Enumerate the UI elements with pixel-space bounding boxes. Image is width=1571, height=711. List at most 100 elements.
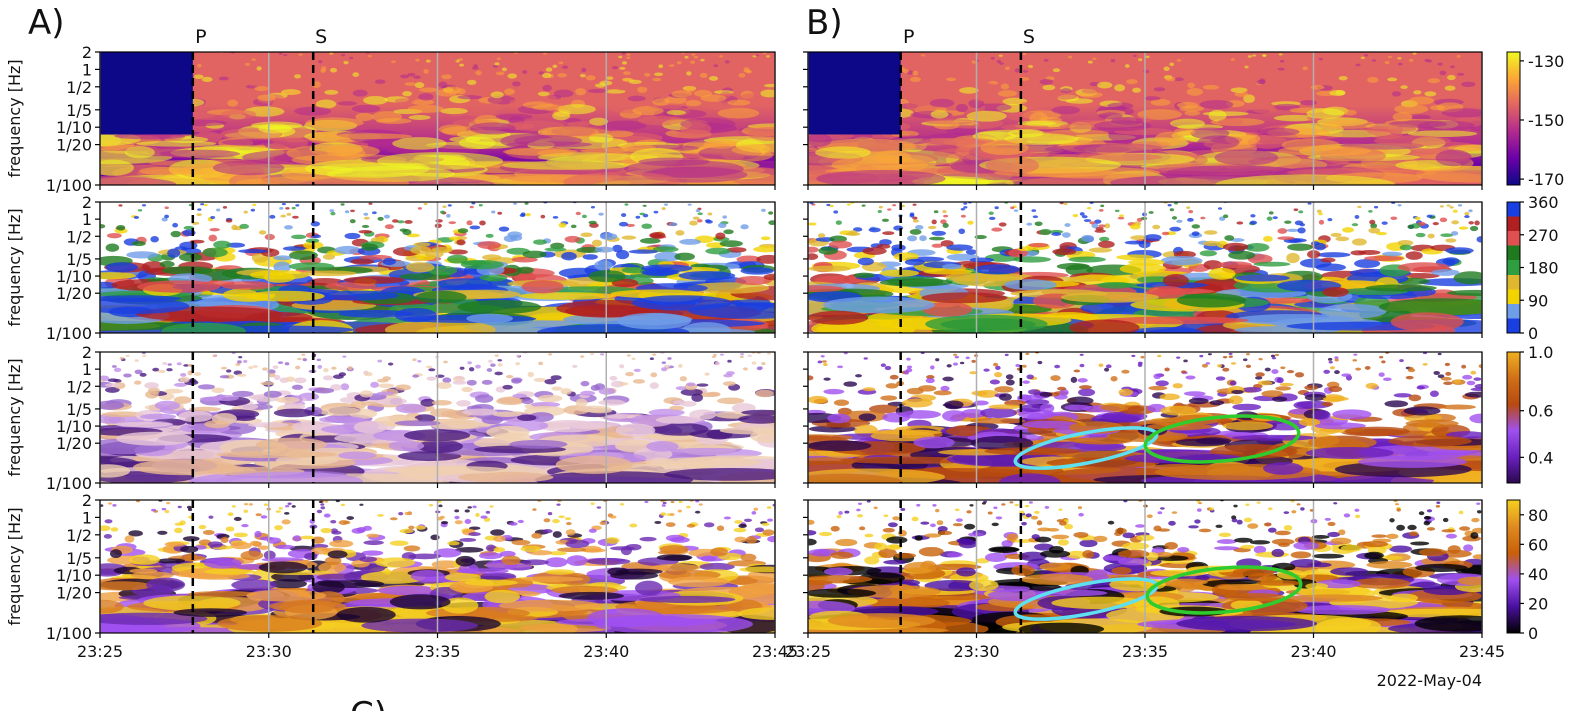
- texture-blob: [415, 58, 420, 62]
- texture-blob: [1143, 69, 1150, 74]
- texture-blob: [418, 93, 434, 101]
- texture-blob: [648, 408, 685, 417]
- texture-blob: [1429, 62, 1436, 65]
- texture-blob: [542, 84, 552, 92]
- texture-blob: [521, 559, 549, 566]
- texture-blob: [1249, 220, 1258, 225]
- texture-blob: [655, 416, 702, 424]
- texture-blob: [248, 81, 264, 87]
- texture-blob: [161, 507, 167, 511]
- texture-blob: [960, 207, 965, 211]
- texture-blob: [1067, 396, 1094, 405]
- texture-blob: [467, 506, 472, 509]
- texture-blob: [227, 512, 234, 517]
- texture-blob: [311, 536, 325, 544]
- texture-blob: [1187, 217, 1194, 222]
- texture-blob: [128, 530, 143, 537]
- texture-blob: [404, 511, 410, 516]
- texture-blob: [943, 214, 949, 218]
- texture-blob: [1447, 144, 1482, 152]
- texture-blob: [417, 207, 422, 210]
- texture-blob: [733, 527, 747, 533]
- texture-blob: [974, 235, 987, 240]
- texture-blob: [1218, 532, 1232, 538]
- texture-blob: [1216, 539, 1237, 545]
- texture-blob: [909, 212, 915, 216]
- texture-blob: [1424, 91, 1437, 97]
- texture-blob: [1275, 386, 1292, 391]
- texture-blob: [1394, 104, 1429, 114]
- texture-blob: [1054, 364, 1061, 369]
- texture-blob: [280, 214, 287, 218]
- texture-blob: [675, 230, 685, 236]
- texture-blob: [368, 202, 373, 205]
- texture-blob: [667, 62, 674, 66]
- texture-blob: [1306, 108, 1345, 119]
- texture-blob: [1274, 530, 1291, 536]
- texture-blob: [163, 388, 184, 394]
- texture-blob: [653, 72, 664, 77]
- texture-blob: [461, 386, 473, 393]
- texture-blob: [157, 530, 168, 535]
- texture-blob: [1407, 224, 1415, 229]
- texture-blob: [763, 273, 775, 281]
- texture-blob: [685, 86, 696, 93]
- y-axis-label: frequency [Hz]: [5, 358, 24, 476]
- texture-blob: [402, 229, 412, 236]
- texture-blob: [1186, 206, 1191, 209]
- texture-blob: [1468, 221, 1474, 225]
- texture-blob: [1078, 91, 1103, 98]
- texture-blob: [971, 390, 988, 396]
- texture-blob: [317, 406, 362, 416]
- texture-blob: [1217, 261, 1252, 269]
- texture-blob: [1405, 375, 1414, 380]
- texture-blob: [552, 64, 558, 69]
- texture-blob: [1098, 240, 1115, 249]
- texture-blob: [1176, 59, 1182, 62]
- texture-blob: [981, 502, 987, 505]
- texture-blob: [722, 215, 728, 219]
- texture-blob: [631, 357, 636, 361]
- texture-blob: [289, 250, 318, 261]
- spectrogram-texture: [100, 352, 775, 483]
- texture-blob: [458, 57, 463, 61]
- texture-blob: [291, 384, 304, 390]
- texture-blob: [139, 372, 147, 377]
- texture-blob: [100, 224, 106, 229]
- texture-blob: [237, 249, 268, 254]
- texture-blob: [1294, 220, 1304, 226]
- texture-blob: [216, 450, 338, 459]
- texture-blob: [134, 369, 143, 375]
- texture-blob: [1364, 365, 1371, 370]
- texture-blob: [689, 409, 717, 420]
- texture-blob: [1140, 355, 1145, 359]
- texture-blob: [734, 520, 743, 524]
- texture-blob: [1051, 534, 1070, 540]
- texture-blob: [1234, 91, 1249, 97]
- texture-blob: [1228, 355, 1233, 358]
- texture-blob: [522, 69, 528, 75]
- texture-blob: [1169, 62, 1175, 67]
- texture-blob: [609, 515, 617, 519]
- texture-blob: [835, 538, 858, 547]
- plot-frame: [807, 51, 1483, 186]
- texture-blob: [133, 215, 140, 219]
- texture-blob: [1449, 55, 1454, 59]
- texture-blob: [374, 79, 386, 84]
- y-tick-label: 1/20: [56, 584, 92, 603]
- texture-blob: [439, 72, 449, 76]
- texture-blob: [1307, 435, 1377, 450]
- y-tick-label: 1/2: [66, 526, 92, 545]
- texture-blob: [283, 90, 302, 95]
- texture-blob: [1209, 444, 1298, 459]
- texture-blob: [1169, 226, 1182, 232]
- texture-blob: [756, 254, 775, 264]
- texture-blob: [161, 266, 213, 275]
- texture-blob: [1177, 101, 1199, 109]
- texture-blob: [1183, 391, 1206, 397]
- texture-blob: [324, 500, 329, 503]
- texture-blob: [172, 222, 179, 228]
- texture-blob: [187, 507, 193, 512]
- texture-blob: [263, 503, 269, 506]
- texture-blob: [843, 381, 858, 387]
